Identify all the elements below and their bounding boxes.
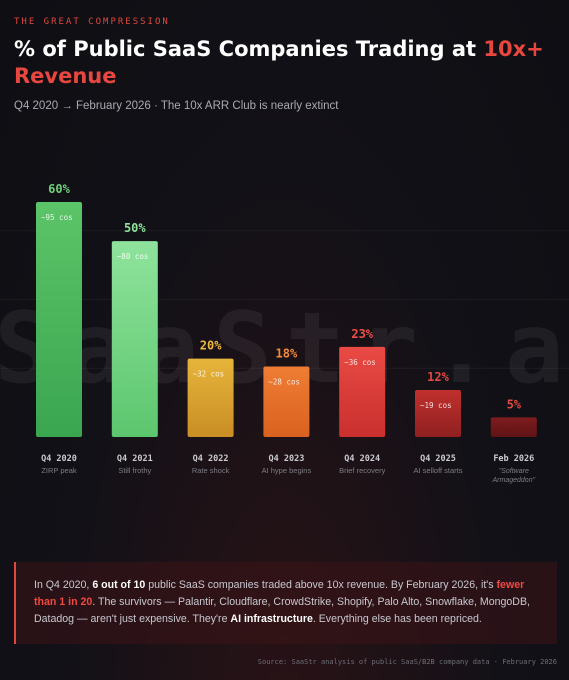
page-title: % of Public SaaS Companies Trading at 10… xyxy=(14,36,554,90)
category-label: Q4 2020 xyxy=(41,454,77,464)
category-sublabel: Brief recovery xyxy=(339,466,386,475)
value-label: 20% xyxy=(200,339,222,353)
category-label: Q4 2021 xyxy=(117,454,153,464)
count-label: ~36 cos xyxy=(344,358,376,367)
count-label: ~28 cos xyxy=(268,378,300,387)
value-label: 18% xyxy=(276,347,298,361)
category-label: Feb 2026 xyxy=(493,454,534,464)
callout-text-2: public SaaS companies traded above 10x r… xyxy=(145,579,497,591)
count-label: ~80 cos xyxy=(117,252,149,261)
value-label: 5% xyxy=(507,397,522,411)
bar-chart: 60% ~95 cos Q4 2020 ZIRP peak 50% ~80 cos Q4 2… xyxy=(0,182,569,484)
value-label: 60% xyxy=(48,182,70,196)
bar xyxy=(111,241,158,437)
count-label: ~19 cos xyxy=(420,401,452,410)
category-label: Q4 2022 xyxy=(193,454,229,464)
bar xyxy=(36,202,82,437)
category-sublabel: Rate shock xyxy=(192,466,230,475)
category-sublabel: AI hype begins xyxy=(262,466,312,475)
category-label: Q4 2024 xyxy=(344,454,380,464)
category-label: Q4 2025 xyxy=(420,454,456,464)
callout-text-3: . The survivors — Palantir, Cloudflare, … xyxy=(34,596,530,625)
count-label: ~32 cos xyxy=(193,370,225,379)
callout-box: In Q4 2020, 6 out of 10 public SaaS comp… xyxy=(14,562,557,644)
callout-bold-2: AI infrastructure xyxy=(230,613,313,625)
title-accent: 10x+ Revenue xyxy=(14,37,544,88)
category-sublabel: Armageddon" xyxy=(492,477,536,484)
category-sublabel: AI selloff starts xyxy=(413,466,462,475)
value-label: 12% xyxy=(427,370,449,384)
source-note: Source: SaaStr analysis of public SaaS/B… xyxy=(257,658,557,666)
count-label: ~95 cos xyxy=(41,213,73,222)
bar xyxy=(490,417,537,437)
callout-bold-1: 6 out of 10 xyxy=(92,579,146,591)
bar xyxy=(415,390,461,437)
callout-text-1: In Q4 2020, xyxy=(34,579,93,591)
category-sublabel: "Software xyxy=(499,468,529,475)
category-label: Q4 2023 xyxy=(268,454,304,464)
bar xyxy=(339,346,386,437)
bar xyxy=(263,366,310,437)
callout-red: fewer than 1 in 20 xyxy=(34,579,525,608)
subtitle: Q4 2020 → February 2026 · The 10x ARR Cl… xyxy=(14,100,339,112)
bar xyxy=(187,358,234,437)
title-main: % of Public SaaS Companies Trading at xyxy=(14,37,484,61)
kicker: THE GREAT COMPRESSION xyxy=(14,17,170,27)
category-sublabel: ZIRP peak xyxy=(41,466,77,475)
category-sublabel: Still frothy xyxy=(118,466,151,475)
value-label: 50% xyxy=(124,221,146,235)
callout-text-4: . Everything else has been repriced. xyxy=(312,613,482,625)
value-label: 23% xyxy=(351,327,373,341)
